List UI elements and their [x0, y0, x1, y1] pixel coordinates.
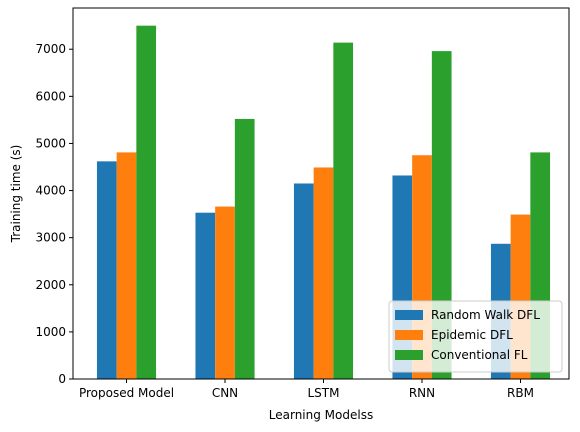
bar-1-2: [313, 167, 334, 379]
legend-label: Random Walk DFL: [431, 308, 540, 322]
y-tick-label: 5000: [35, 136, 66, 150]
bar-0-1: [195, 212, 216, 379]
x-tick-label: CNN: [212, 386, 238, 400]
x-axis-label: Learning Modelss: [269, 408, 373, 422]
legend-swatch: [395, 330, 423, 340]
y-axis-label: Training time (s): [9, 145, 23, 244]
legend-box: [388, 300, 563, 373]
plot-area-frame: [72, 7, 570, 380]
legend-swatch: [395, 350, 423, 360]
legend-swatch: [395, 310, 423, 320]
x-tick-label: RBM: [507, 386, 534, 400]
legend-label: Epidemic DFL: [431, 328, 513, 342]
legend-label: Conventional FL: [431, 348, 528, 362]
y-tick-label: 3000: [35, 231, 66, 245]
bar-0-0: [96, 161, 117, 379]
legend: Random Walk DFL Epidemic DFL Conventional …: [388, 300, 563, 373]
x-axis-ticks: Proposed Model CNN LSTM RNN RBM: [79, 379, 534, 400]
bar-2-3: [431, 51, 452, 380]
y-tick-label: 6000: [35, 89, 66, 103]
bar-2-1: [234, 118, 255, 379]
y-tick-label: 7000: [35, 42, 66, 56]
y-tick-label: 1000: [35, 325, 66, 339]
x-tick-label: Proposed Model: [79, 386, 174, 400]
bar-2-0: [136, 25, 157, 379]
bar-0-2: [293, 183, 314, 379]
bar-1-0: [116, 152, 137, 379]
x-tick-label: LSTM: [308, 386, 340, 400]
y-tick-label: 2000: [35, 278, 66, 292]
y-tick-label: 0: [58, 372, 66, 386]
bar-2-2: [333, 42, 354, 379]
x-tick-label: RNN: [409, 386, 435, 400]
bar-1-1: [215, 206, 235, 379]
y-tick-label: 4000: [35, 184, 66, 198]
y-axis-ticks: 0 1000 2000 3000 4000 5000 6000 7000: [35, 42, 73, 386]
